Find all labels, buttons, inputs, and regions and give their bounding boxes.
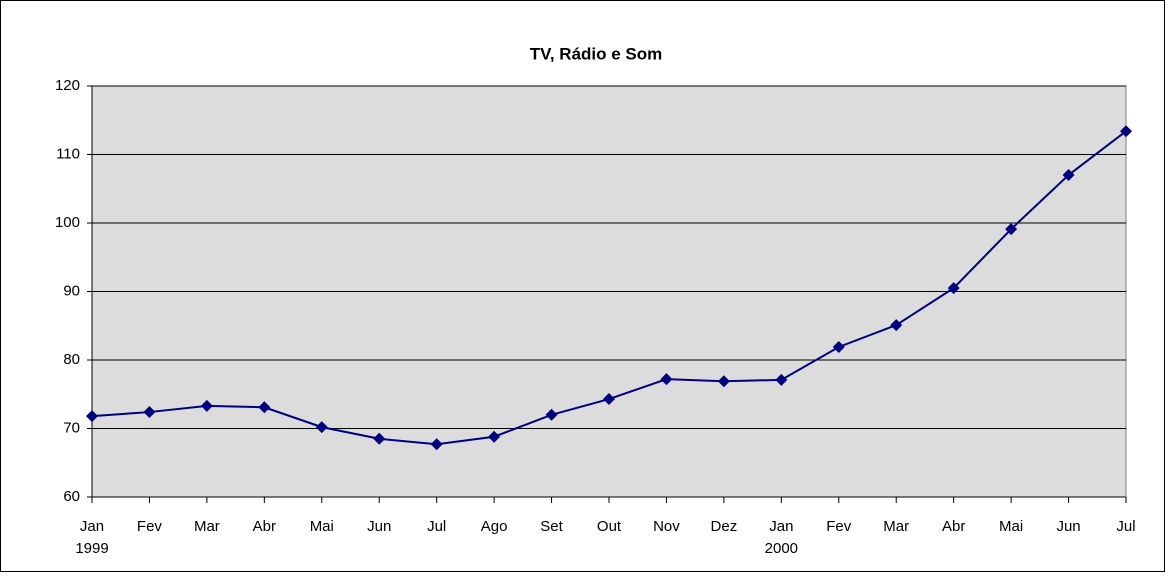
x-tick-label: Out <box>597 518 622 535</box>
marker <box>1062 169 1075 182</box>
marker <box>373 432 386 445</box>
x-tick-label: Mai <box>310 518 334 535</box>
x-tick-label: Set <box>540 518 563 535</box>
x-tick-label: Jun <box>1056 518 1080 535</box>
marker <box>86 410 98 423</box>
y-tick-label: 100 <box>55 214 80 231</box>
x-tick-label: Mai <box>999 518 1023 535</box>
marker <box>258 401 271 414</box>
x-tick-label: Jul <box>1116 518 1135 535</box>
marker <box>545 408 558 421</box>
marker <box>603 393 615 406</box>
x-tick-label: Fev <box>137 518 163 535</box>
x-tick-label: Jul <box>427 518 446 535</box>
marker <box>947 282 960 295</box>
x-tick-label: Jun <box>367 518 391 535</box>
x-group-label: 1999 <box>75 540 108 557</box>
x-tick-label: Jan <box>769 518 793 535</box>
x-tick-label: Fev <box>826 518 852 535</box>
x-tick-label: Mar <box>883 518 909 535</box>
y-tick-label: 110 <box>56 145 80 162</box>
marker <box>488 430 501 443</box>
y-tick-label: 70 <box>63 419 80 436</box>
x-tick-label: Dez <box>711 518 738 535</box>
y-tick-label: 90 <box>63 282 80 299</box>
marker <box>717 375 730 388</box>
marker <box>890 319 903 332</box>
marker <box>315 421 328 434</box>
y-tick-label: 80 <box>63 351 80 368</box>
x-tick-label: Abr <box>942 518 965 535</box>
marker <box>143 406 156 419</box>
marker <box>660 373 673 386</box>
marker <box>1120 125 1132 138</box>
y-tick-label: 120 <box>55 77 80 94</box>
y-tick-label: 60 <box>63 488 80 505</box>
x-tick-label: Nov <box>653 518 680 535</box>
chart-title: TV, Rádio e Som <box>530 44 663 63</box>
x-tick-label: Jan <box>80 518 104 535</box>
x-tick-label: Ago <box>481 518 508 535</box>
marker <box>832 340 845 353</box>
marker <box>200 399 213 412</box>
x-tick-label: Abr <box>253 518 276 535</box>
marker <box>1005 223 1018 236</box>
x-group-label: 2000 <box>765 540 798 557</box>
x-tick-label: Mar <box>194 518 220 535</box>
marker <box>430 438 443 451</box>
marker <box>775 373 788 386</box>
